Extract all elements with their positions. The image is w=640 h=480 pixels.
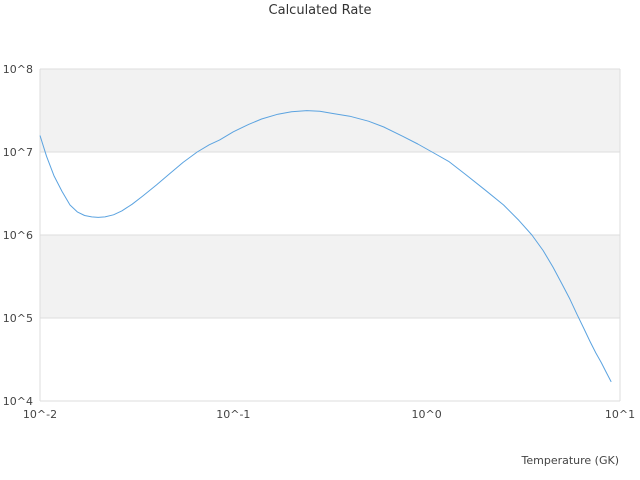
chart-title: Calculated Rate [268,3,372,18]
y-tick-label: 10^8 [3,63,33,76]
x-tick-label: 10^-1 [216,408,250,421]
series-line [39,110,612,383]
series-group [39,110,612,383]
grid-band [40,69,620,152]
gridlines [39,68,621,402]
x-tick-label: 10^1 [605,408,635,421]
x-tick-label: 10^-2 [23,408,57,421]
grid-band [40,152,620,235]
grid-band [40,235,620,318]
y-tick-label: 10^4 [3,395,33,408]
grid-band [40,318,620,401]
y-tick-label: 10^6 [3,229,33,242]
y-tick-label: 10^7 [3,146,33,159]
grid-bands [40,69,620,401]
y-tick-label: 10^5 [3,312,33,325]
x-tick-labels: 10^-2 10^-1 10^0 10^1 [23,408,635,421]
y-tick-labels: 10^4 10^5 10^6 10^7 10^8 [3,63,33,408]
x-axis-title: Temperature (GK) [521,454,620,467]
x-tick-label: 10^0 [412,408,442,421]
